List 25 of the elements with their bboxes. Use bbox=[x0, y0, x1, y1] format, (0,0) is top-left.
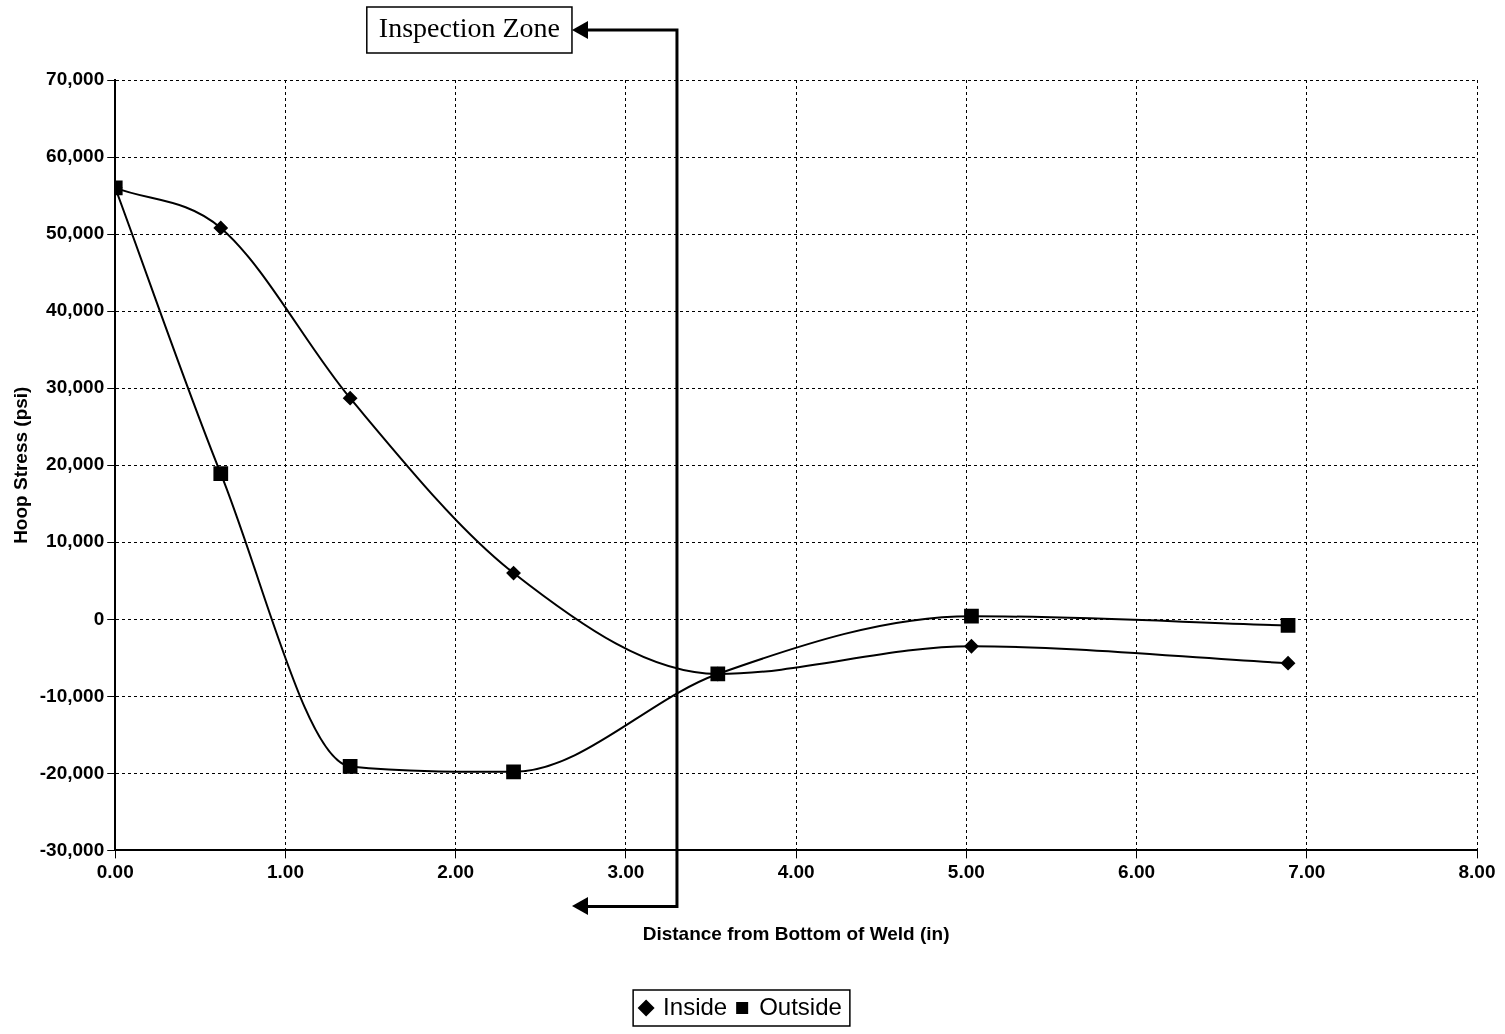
x-tick-label: 0.00 bbox=[96, 861, 134, 883]
x-tick-label: 1.00 bbox=[266, 861, 304, 883]
x-tick-label: 6.00 bbox=[1118, 861, 1156, 883]
y-tick-label: 20,000 bbox=[46, 453, 105, 475]
x-tick-label: 5.00 bbox=[947, 861, 985, 883]
ref-line-label: Inspection Zone bbox=[378, 12, 560, 44]
y-tick-label: -10,000 bbox=[39, 684, 105, 706]
x-tick-label: 2.00 bbox=[437, 861, 475, 883]
y-axis-title: Hoop Stress (psi) bbox=[9, 386, 31, 544]
x-tick-label: 4.00 bbox=[777, 861, 815, 883]
x-tick-label: 3.00 bbox=[607, 861, 645, 883]
x-tick-label: 8.00 bbox=[1458, 861, 1496, 883]
y-tick-label: 0 bbox=[93, 607, 105, 629]
y-tick-label: 70,000 bbox=[46, 68, 105, 90]
y-tick-label: 30,000 bbox=[46, 376, 105, 398]
legend-label: Outside bbox=[759, 992, 842, 1020]
y-tick-label: 40,000 bbox=[46, 299, 105, 321]
y-tick-label: 60,000 bbox=[46, 145, 105, 167]
y-tick-label: 10,000 bbox=[46, 530, 105, 552]
y-tick-label: -20,000 bbox=[39, 761, 105, 783]
y-tick-label: 50,000 bbox=[46, 222, 105, 244]
x-axis-title: Distance from Bottom of Weld (in) bbox=[642, 922, 950, 944]
legend-label: Inside bbox=[663, 992, 728, 1020]
x-tick-label: 7.00 bbox=[1288, 861, 1326, 883]
y-tick-label: -30,000 bbox=[39, 838, 105, 860]
